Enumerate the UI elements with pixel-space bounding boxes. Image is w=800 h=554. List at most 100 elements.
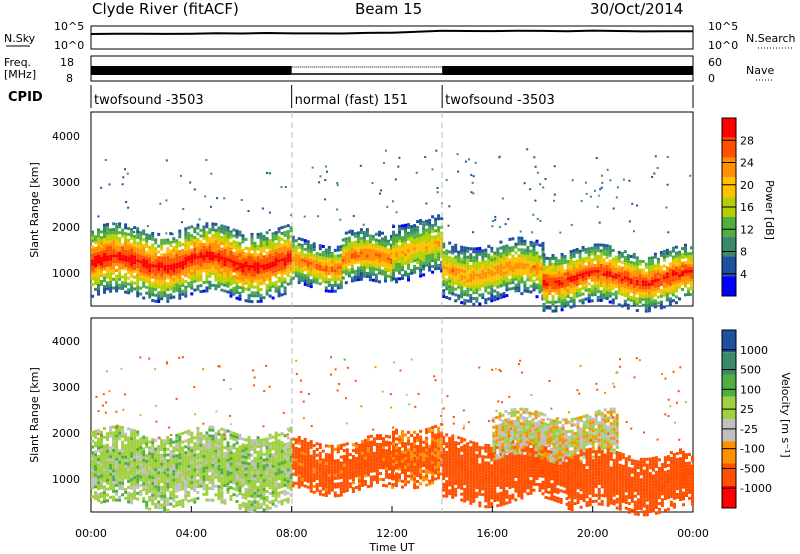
powerCells-cell-369 bbox=[145, 239, 149, 243]
powerCells-cell-394 bbox=[151, 290, 155, 294]
powerCells-cell-3280 bbox=[668, 265, 672, 269]
powerCells-cell-2944 bbox=[605, 276, 609, 280]
powerCells-cell-595 bbox=[181, 254, 185, 258]
power-ytick-2000: 2000 bbox=[52, 221, 80, 234]
powerCells-cell-2177 bbox=[463, 246, 467, 250]
powerCells-cell-3385 bbox=[690, 255, 693, 258]
powerCells-cell-2634 bbox=[548, 259, 552, 263]
powerCells-cell-2565 bbox=[538, 261, 542, 265]
powerCells-cell-51 bbox=[97, 245, 100, 249]
powerCells-cell-1585 bbox=[353, 258, 357, 262]
powerCells-cell-1622 bbox=[359, 242, 363, 246]
powerCells-cell-2661 bbox=[554, 277, 558, 281]
powerCells-cell-1583 bbox=[353, 269, 357, 273]
powerCells-cell-3510 bbox=[392, 224, 395, 227]
velocityCells-cell-166 bbox=[112, 434, 116, 438]
powerCells-cell-1489 bbox=[333, 272, 337, 276]
powerCells-cell-205 bbox=[121, 266, 125, 270]
powerCells-cell-136 bbox=[109, 240, 113, 244]
powerCells-cell-908 bbox=[229, 265, 233, 269]
velocityCells-cell-1366 bbox=[283, 463, 287, 467]
velocityCells-cell-523 bbox=[163, 477, 167, 481]
velocityCells-cell-950 bbox=[223, 428, 227, 432]
powerCells-cell-2213 bbox=[472, 291, 476, 295]
powerCells-cell-3530 bbox=[240, 199, 243, 201]
powerCells-cell-890 bbox=[226, 249, 230, 253]
powerCells-cell-1279 bbox=[286, 230, 290, 233]
powerCells-cell-1886 bbox=[410, 225, 414, 229]
powerCells-cell-692 bbox=[196, 246, 200, 250]
velocityCells-cell-170 bbox=[115, 492, 119, 496]
powerCells-cell-1853 bbox=[404, 226, 407, 230]
velocityCells-cell-303 bbox=[133, 490, 137, 494]
powerCells-cell-1733 bbox=[384, 273, 387, 277]
powerCells-cell-2253 bbox=[478, 273, 482, 277]
powerCells-cell-722 bbox=[202, 260, 206, 264]
powerCells-cell-2980 bbox=[611, 275, 615, 279]
powerCells-cell-361 bbox=[145, 265, 149, 269]
powerCells-cell-1235 bbox=[280, 255, 284, 259]
powerCells-cell-1373 bbox=[306, 260, 310, 264]
powerCells-cell-781 bbox=[211, 257, 215, 261]
powerCells-cell-1892 bbox=[413, 253, 417, 257]
powerCells-cell-1426 bbox=[318, 258, 322, 262]
powerCells-cell-839 bbox=[220, 274, 224, 277]
powerCells-cell-927 bbox=[232, 266, 236, 270]
velocityCells-cell-1318 bbox=[277, 491, 281, 495]
powerCells-cell-1530 bbox=[341, 256, 345, 259]
powerCells-cell-1670 bbox=[368, 243, 372, 247]
powerCells-cell-490 bbox=[166, 288, 170, 292]
powerCells-cell-3152 bbox=[644, 277, 648, 281]
velocity-heatmap-cells bbox=[91, 356, 694, 517]
powerCells-cell-1647 bbox=[365, 260, 369, 264]
velocityCells-cell-320 bbox=[133, 441, 137, 445]
powerCells-cell-336 bbox=[142, 284, 146, 288]
velocityCells-cell-72 bbox=[100, 462, 103, 466]
powerCells-cell-2632 bbox=[548, 265, 552, 269]
velocityCells-cell-1152 bbox=[253, 465, 257, 469]
powerCells-cell-1253 bbox=[283, 257, 287, 261]
velocityCells-cell-905 bbox=[217, 432, 221, 436]
powerCells-cell-2019 bbox=[437, 258, 441, 262]
velocityCells-cell-1037 bbox=[238, 471, 242, 475]
powerCells-cell-184 bbox=[118, 275, 122, 278]
velocityCells-cell-673 bbox=[184, 465, 188, 469]
powerCells-cell-2100 bbox=[451, 277, 455, 281]
powerCells-cell-539 bbox=[172, 251, 176, 255]
powerCells-cell-3034 bbox=[623, 291, 627, 294]
powerCells-cell-3017 bbox=[620, 304, 624, 308]
powerCells-cell-502 bbox=[166, 250, 170, 254]
powerCells-cell-2509 bbox=[529, 290, 533, 294]
powerCells-cell-1405 bbox=[312, 248, 316, 252]
velocityCells-cell-1324 bbox=[277, 468, 281, 472]
power-colorbar-ticklabel-6: 4 bbox=[740, 268, 747, 281]
velocityCells-cell-1100 bbox=[247, 479, 251, 483]
powerCells-cell-3463 bbox=[311, 166, 314, 169]
powerCells-cell-1692 bbox=[374, 264, 378, 268]
velocityCells-cell-1131 bbox=[250, 459, 254, 463]
powerCells-cell-1662 bbox=[368, 266, 372, 270]
powerCells-cell-2082 bbox=[448, 285, 452, 289]
powerCells-cell-100 bbox=[106, 275, 109, 279]
powerCells-cell-1521 bbox=[339, 253, 343, 257]
powerCells-cell-3317 bbox=[674, 245, 678, 249]
powerCells-cell-360 bbox=[145, 268, 149, 272]
powerCells-cell-1194 bbox=[274, 257, 278, 261]
powerCells-cell-86 bbox=[103, 252, 106, 256]
powerCells-cell-2517 bbox=[529, 261, 533, 265]
velocityCells-cell-444 bbox=[151, 447, 155, 450]
powerCells-cell-1485 bbox=[333, 283, 337, 287]
powerCells-cell-125 bbox=[109, 272, 113, 276]
velocityCells-cell-107 bbox=[106, 487, 109, 491]
powerCells-cell-3437 bbox=[324, 198, 327, 201]
powerCells-cell-2778 bbox=[575, 277, 579, 281]
powerCells-cell-2286 bbox=[484, 266, 488, 270]
velocityCells-cell-1058 bbox=[241, 469, 245, 473]
powerCells-cell-1309 bbox=[291, 241, 295, 245]
velocityCells-cell-342 bbox=[136, 442, 140, 446]
velocityCells-cell-1162 bbox=[256, 503, 260, 507]
powerCells-cell-765 bbox=[208, 257, 212, 261]
powerCells-cell-2158 bbox=[460, 248, 464, 252]
powerCells-cell-2311 bbox=[490, 287, 494, 291]
powerCells-cell-2318 bbox=[490, 267, 494, 271]
